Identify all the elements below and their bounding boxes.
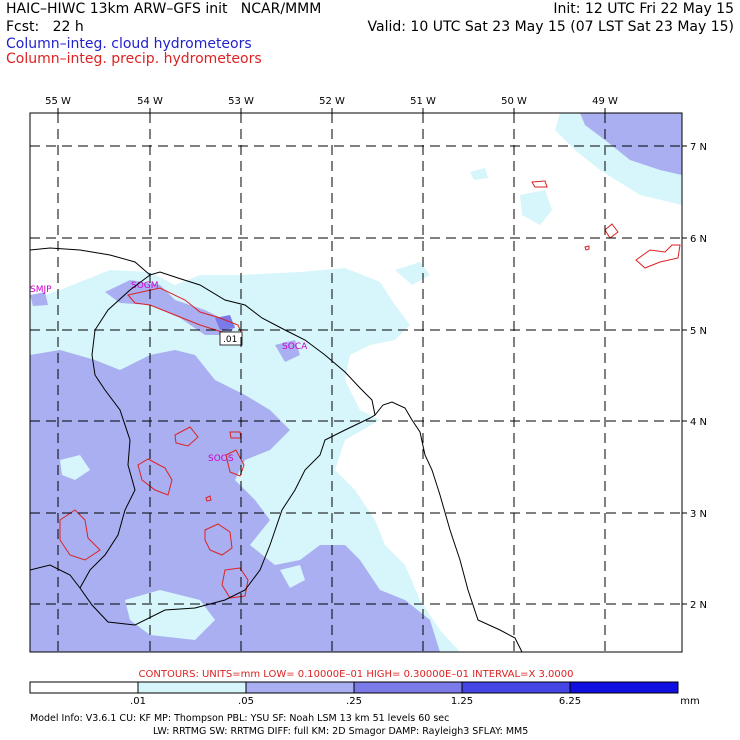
station-labels: SMJP SOGM SOCA SOOS: [30, 281, 308, 464]
station-sogm: SOGM: [131, 281, 159, 291]
lat-label: 6 N: [690, 234, 707, 245]
lon-label: 50 W: [501, 96, 527, 107]
valid-time: Valid: 10 UTC Sat 23 May 15 (07 LST Sat …: [367, 19, 734, 35]
lat-label: 5 N: [690, 326, 707, 337]
lon-label: 49 W: [592, 96, 618, 107]
station-smjp: SMJP: [30, 285, 52, 295]
station-soca: SOCA: [282, 342, 308, 352]
colorbar-tick: .25: [346, 696, 362, 707]
contour-label: .01: [223, 335, 237, 345]
contour-info: CONTOURS: UNITS=mm LOW= 0.10000E–01 HIGH…: [139, 669, 574, 680]
lat-label: 7 N: [690, 142, 707, 153]
colorbar-tick: 6.25: [559, 696, 581, 707]
colorbar-labels: .01 .05 .25 1.25 6.25 mm: [130, 696, 700, 707]
colorbar: [29, 681, 679, 694]
map-plot-area: SMJP SOGM SOCA SOOS .01: [30, 113, 682, 652]
longitude-labels: 55 W 54 W 53 W 52 W 51 W 50 W 49 W: [45, 96, 618, 107]
colorbar-tick: .01: [130, 696, 146, 707]
model-info-line2: LW: RRTMG SW: RRTMG DIFF: full KM: 2D Sm…: [153, 726, 528, 737]
lat-label: 2 N: [690, 600, 707, 611]
station-soos: SOOS: [208, 454, 234, 464]
graticule: [30, 113, 682, 652]
contour-label-box: [219, 331, 243, 346]
colorbar-units: mm: [680, 696, 699, 707]
field-cloud-hydrometeors: Column–integ. cloud hydrometeors: [6, 36, 252, 52]
lon-label: 52 W: [319, 96, 345, 107]
lat-label: 3 N: [690, 509, 707, 520]
forecast-hour: Fcst: 22 h: [6, 19, 84, 35]
map-frame: [29, 112, 683, 653]
colorbar-tick: 1.25: [451, 696, 473, 707]
latitude-labels: 7 N 6 N 5 N 4 N 3 N 2 N: [690, 142, 707, 611]
lon-label: 55 W: [45, 96, 71, 107]
coastline: [30, 247, 523, 652]
model-info-line1: Model Info: V3.6.1 CU: KF MP: Thompson P…: [30, 713, 449, 724]
init-time: Init: 12 UTC Fri 22 May 15: [553, 1, 734, 17]
axis-ticks: [57, 108, 687, 605]
lat-label: 4 N: [690, 417, 707, 428]
lon-label: 53 W: [228, 96, 254, 107]
shade-periwinkle: [30, 113, 682, 652]
field-precip-hydrometeors: Column–integ. precip. hydrometeors: [6, 51, 262, 67]
lon-label: 54 W: [137, 96, 163, 107]
colorbar-tick: .05: [238, 696, 254, 707]
model-title: HAIC–HIWC 13km ARW–GFS init NCAR/MMM: [6, 1, 322, 17]
lon-label: 51 W: [410, 96, 436, 107]
